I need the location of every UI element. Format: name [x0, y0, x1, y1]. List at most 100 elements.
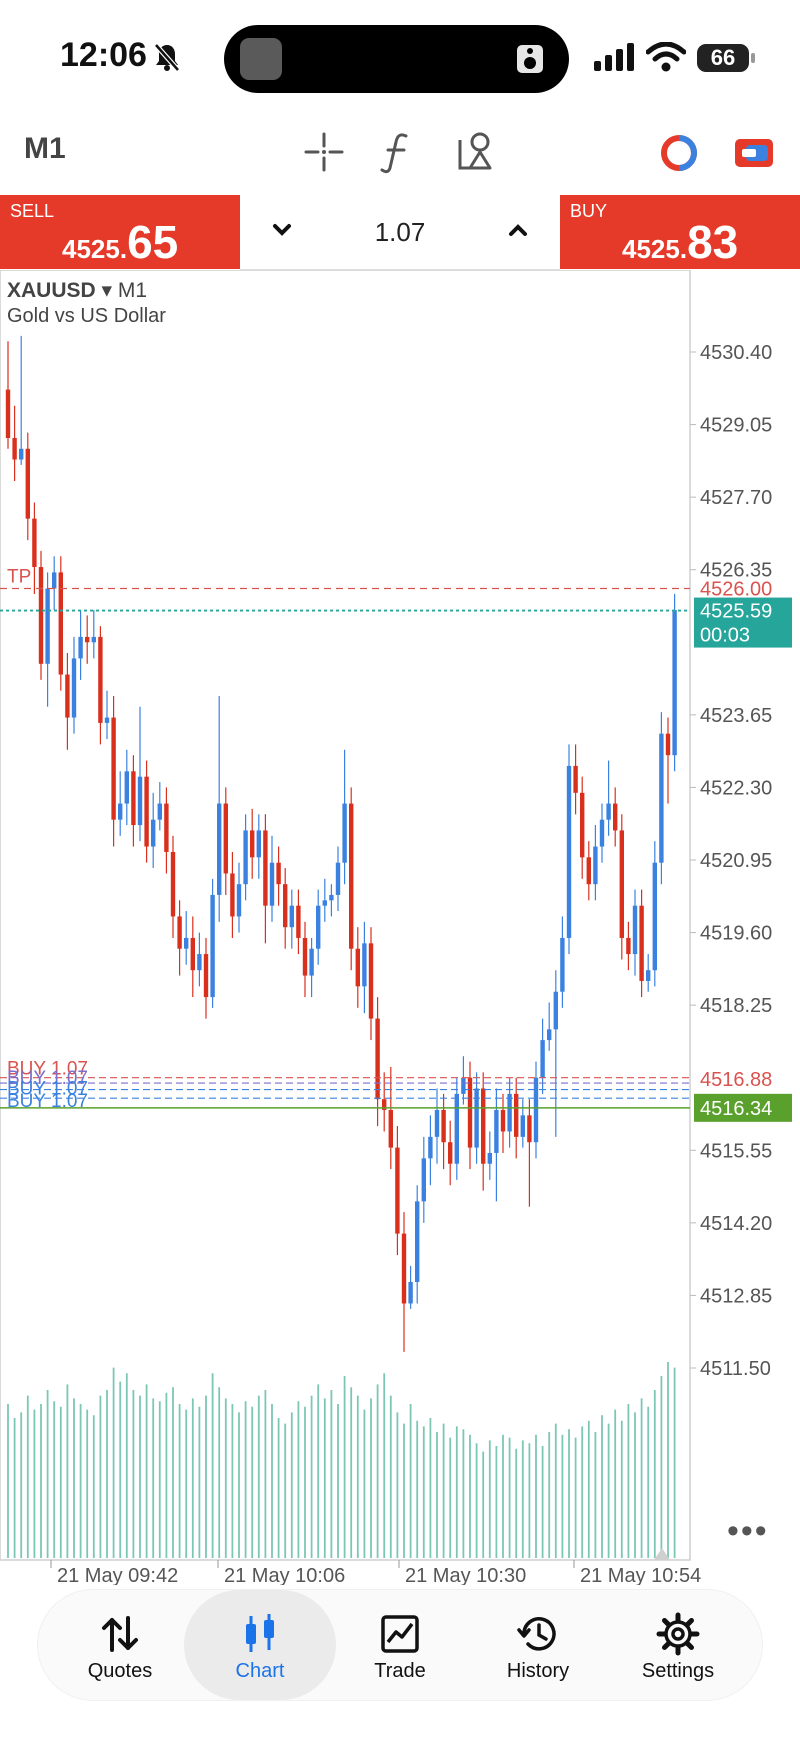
candle-body [487, 1152, 492, 1164]
candle-body [58, 572, 63, 675]
one-click-trading-icon[interactable] [660, 134, 698, 172]
price-tick-label: 4527.70 [700, 487, 772, 509]
candle-body [415, 1201, 420, 1282]
crosshair-icon[interactable] [304, 132, 344, 172]
price-tick-label: 4512.85 [700, 1285, 772, 1307]
candle-body [85, 636, 90, 643]
buy-order-label: BUY 1.07 [7, 1091, 88, 1112]
candle-body [329, 894, 334, 901]
candle-body [335, 862, 341, 895]
time-tick-label: 21 May 10:06 [224, 1565, 345, 1585]
status-time: 12:06 [60, 36, 147, 74]
candle-body [157, 803, 162, 820]
candle-body [131, 771, 136, 826]
indicators-icon[interactable] [380, 130, 414, 174]
candle-body [586, 857, 591, 885]
candle-body [197, 954, 202, 971]
time-tick-label: 21 May 10:54 [580, 1565, 701, 1585]
candle-body [124, 771, 129, 804]
timeframe-button[interactable]: M1 [24, 132, 66, 165]
candle-body [184, 937, 189, 949]
sell-price: 4525.65 [62, 216, 179, 268]
battery-icon: 66 [697, 44, 749, 72]
gear-icon [656, 1612, 700, 1656]
buy-order-label: BUY 1.07 [7, 1068, 88, 1089]
candle-body [91, 636, 96, 643]
price-tick-label: 4511.50 [700, 1358, 771, 1380]
candle-body [434, 1109, 440, 1137]
trade-chart-icon [381, 1615, 419, 1653]
objects-icon[interactable] [456, 130, 496, 172]
candle-body [19, 448, 24, 460]
candle-body [177, 916, 182, 949]
candle-body [507, 1093, 512, 1132]
buy-price: 4525.83 [622, 216, 739, 268]
candle-body [441, 1109, 446, 1143]
price-tick-label: 4529.05 [700, 415, 772, 437]
candle-body [276, 862, 281, 885]
candle-body [672, 610, 677, 756]
candle-body [230, 873, 235, 917]
lot-decrease-icon[interactable] [270, 221, 294, 239]
candle-body [78, 636, 83, 659]
candle-body [118, 803, 123, 820]
candle-body [401, 1233, 407, 1304]
candle-body [467, 1077, 473, 1148]
nav-quotes[interactable]: Quotes [50, 1590, 190, 1700]
candles-icon [246, 1614, 274, 1652]
time-tick-label: 21 May 10:30 [405, 1565, 526, 1585]
candle-body [250, 830, 255, 858]
candle-body [652, 862, 657, 971]
candle-body [190, 937, 195, 971]
lot-increase-icon[interactable] [506, 221, 530, 239]
candle-body [5, 389, 11, 439]
candle-body [593, 846, 598, 885]
tp-price-bg [692, 576, 792, 601]
candle-body [500, 1109, 506, 1132]
nav-chart[interactable]: Chart [184, 1590, 336, 1700]
buy-label: BUY [570, 201, 608, 221]
candle-body [639, 905, 644, 981]
candle-body [395, 1147, 400, 1234]
candle-body [520, 1115, 525, 1137]
price-tick-label: 4520.95 [700, 850, 772, 872]
now-playing-avatar [240, 38, 282, 80]
current-price-label: 4525.59 [700, 601, 772, 623]
nav-history[interactable]: History [468, 1590, 608, 1700]
symbol-label[interactable]: XAUUSD ▾ M1 [7, 279, 148, 302]
price-tick-label: 4522.30 [700, 777, 772, 799]
price-tick-label: 4515.55 [700, 1140, 772, 1162]
candle-body [368, 943, 374, 1019]
lot-stepper: 1.07 [240, 195, 560, 270]
red-marker-label: 4516.88 [700, 1069, 772, 1091]
nav-trade[interactable]: Trade [330, 1590, 470, 1700]
candle-body [256, 830, 261, 858]
wifi-icon [646, 42, 686, 72]
candle-body [38, 567, 44, 664]
candle-body [665, 733, 671, 756]
more-options-button[interactable]: ••• [727, 1512, 769, 1550]
history-icon [517, 1617, 556, 1651]
dynamic-island [224, 25, 569, 93]
candle-body [137, 776, 143, 826]
candle-body [388, 1109, 393, 1148]
chart-toggle-icon[interactable] [734, 138, 774, 168]
nav-settings[interactable]: Settings [608, 1590, 748, 1700]
candle-body [289, 905, 294, 928]
candle-body [553, 991, 558, 1030]
nav-settings-label: Settings [641, 1660, 715, 1682]
buy-button[interactable]: BUY 4525.83 [560, 195, 800, 269]
candle-body [573, 765, 578, 793]
lot-value[interactable]: 1.07 [374, 217, 426, 247]
candle-body [566, 765, 572, 938]
candle-body [626, 937, 631, 955]
candle-body [65, 674, 70, 718]
candle-body [349, 803, 354, 949]
candle-body [25, 448, 30, 519]
candle-body [32, 518, 37, 568]
candle-body [646, 970, 651, 981]
candle-body [428, 1136, 433, 1159]
sell-button[interactable]: SELL 4525.65 [0, 195, 240, 269]
price-tick-label: 4519.60 [700, 923, 772, 945]
